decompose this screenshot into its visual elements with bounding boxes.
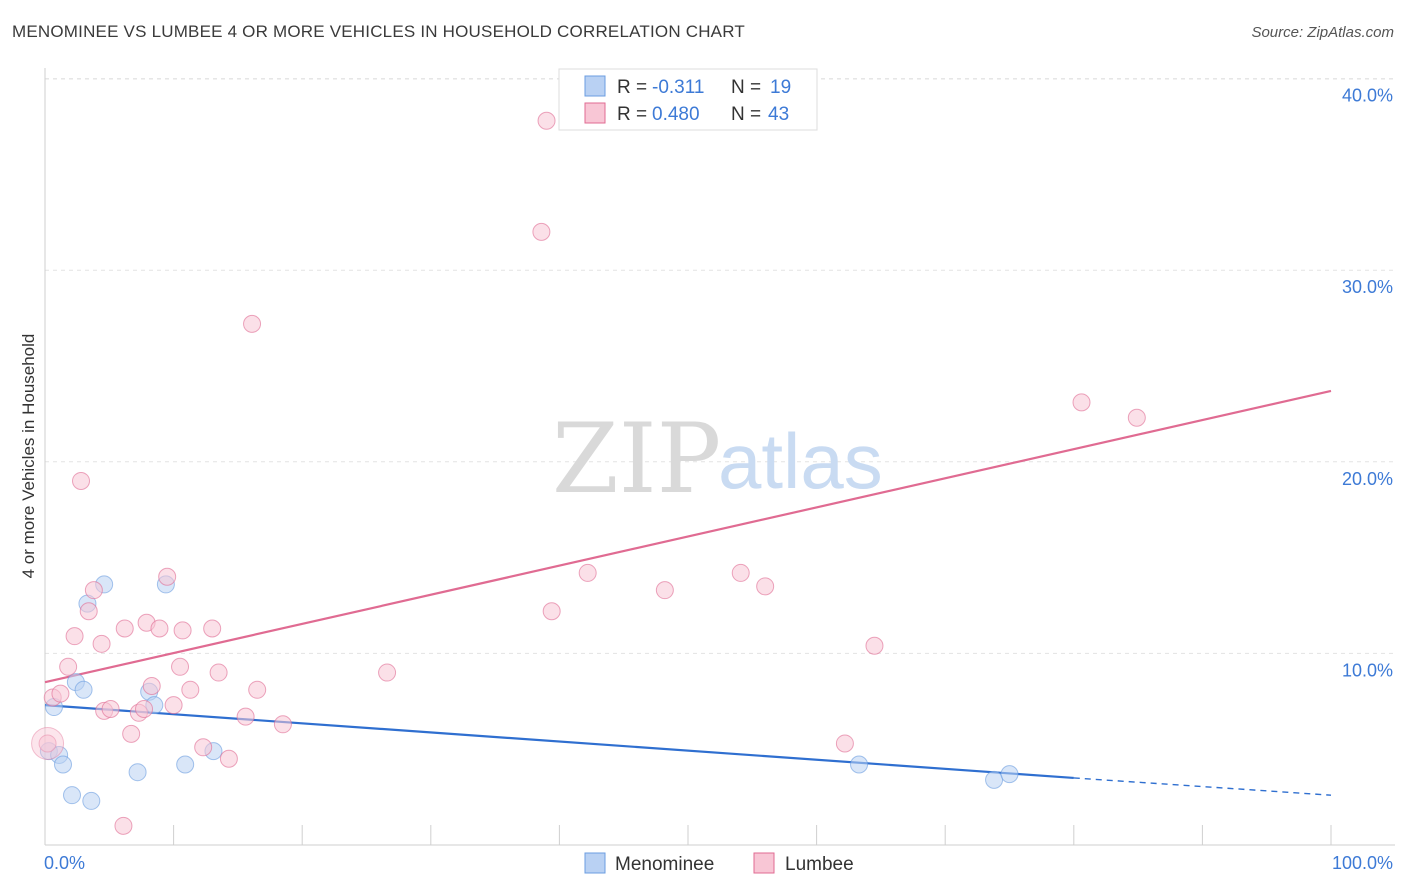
point-lumbee [219,749,238,768]
y-axis-label: 4 or more Vehicles in Household [19,334,38,579]
point-lumbee [101,699,120,718]
point-lumbee [158,567,177,586]
stats-swatch-menominee [584,75,606,97]
point-menominee [985,770,1004,789]
legend: Menominee Lumbee [584,852,854,875]
point-menominee [850,755,869,774]
point-menominee [128,763,147,782]
source-attribution: Source: ZipAtlas.com [1251,24,1394,41]
point-lumbee [542,602,561,621]
point-lumbee [209,663,228,682]
point-lumbee-large [31,726,65,760]
stats-n-label-lumbee: N = [731,104,761,125]
point-lumbee [578,563,597,582]
point-menominee [54,755,73,774]
watermark-atlas: atlas [718,417,883,505]
watermark: ZIP atlas [552,403,883,515]
point-lumbee [173,621,192,640]
legend-swatch-menominee [584,852,606,874]
point-lumbee [236,707,255,726]
axes: 10.0% 20.0% 30.0% 40.0% 0.0% 100.0% [44,68,1395,873]
point-menominee [74,680,93,699]
point-lumbee [122,724,141,743]
point-lumbee [203,619,222,638]
point-lumbee [114,816,133,835]
point-lumbee [865,636,884,655]
point-lumbee [51,684,70,703]
point-menominee [63,786,82,805]
stats-n-label-menominee: N = [731,77,761,98]
stats-r-label-lumbee: R = [617,104,647,125]
stats-n-value-menominee: 19 [770,77,791,98]
point-menominee [176,755,195,774]
watermark-zip: ZIP [552,403,721,515]
point-lumbee [273,715,292,734]
stats-r-label-menominee: R = [617,77,647,98]
legend-swatch-lumbee [753,852,775,874]
y-tick-label: 40.0% [1342,86,1393,106]
point-lumbee [65,627,84,646]
point-lumbee [164,696,183,715]
stats-box: R = -0.311 N = 19 R = 0.480 N = 43 [558,68,818,131]
trend-line-extension-menominee [1073,777,1332,796]
point-menominee [82,791,101,810]
point-lumbee [181,680,200,699]
point-lumbee [1072,393,1091,412]
point-lumbee [194,738,213,757]
y-tick-label: 10.0% [1342,660,1393,680]
point-lumbee [532,222,551,241]
point-lumbee [756,577,775,596]
y-tick-label: 30.0% [1342,277,1393,297]
stats-n-value-lumbee: 43 [768,104,789,125]
point-lumbee [72,471,91,490]
chart-title: MENOMINEE VS LUMBEE 4 OR MORE VEHICLES I… [12,22,745,41]
point-lumbee [378,663,397,682]
point-lumbee [135,699,154,718]
x-tick-label-max: 100.0% [1332,853,1393,873]
point-lumbee [835,734,854,753]
point-lumbee [1127,408,1146,427]
point-lumbee [59,657,78,676]
gridlines [45,78,1395,654]
point-lumbee [84,581,103,600]
point-lumbee [115,619,134,638]
trend-lines [44,389,1332,796]
trend-line-lumbee [44,389,1332,684]
point-menominee [1000,765,1019,784]
point-lumbee [171,657,190,676]
point-lumbee [92,634,111,653]
data-points [31,111,1146,835]
point-lumbee [537,111,556,130]
point-lumbee [142,676,161,695]
point-lumbee [731,563,750,582]
point-lumbee [150,619,169,638]
stats-swatch-lumbee [584,102,606,124]
point-lumbee [248,680,267,699]
stats-r-value-lumbee: 0.480 [652,104,700,125]
point-lumbee [655,581,674,600]
y-tick-label: 20.0% [1342,469,1393,489]
stats-r-value-menominee: -0.311 [652,77,704,98]
legend-label-menominee: Menominee [615,854,714,875]
trend-line-menominee [44,704,1074,780]
x-tick-label-min: 0.0% [44,853,85,873]
legend-label-lumbee: Lumbee [785,854,854,875]
point-lumbee [243,314,262,333]
point-lumbee [79,602,98,621]
point-lumbee [38,734,57,753]
